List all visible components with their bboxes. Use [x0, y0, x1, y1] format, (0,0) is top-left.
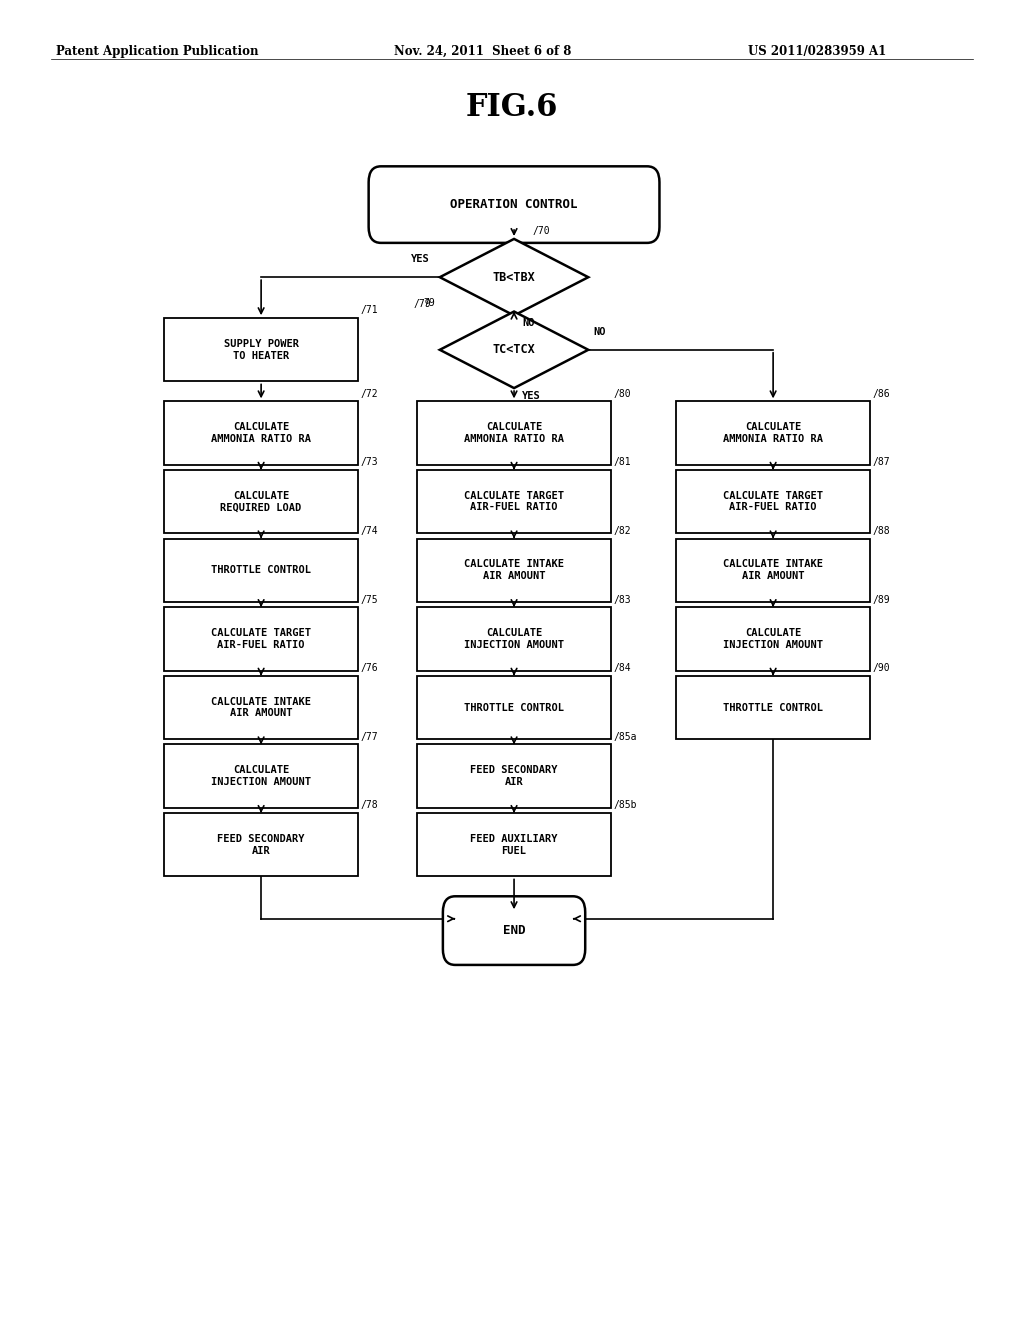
- Text: /76: /76: [360, 663, 378, 673]
- Text: CALCULATE
AMMONIA RATIO RA: CALCULATE AMMONIA RATIO RA: [723, 422, 823, 444]
- Text: FEED AUXILIARY
FUEL: FEED AUXILIARY FUEL: [470, 834, 558, 855]
- Text: CALCULATE
AMMONIA RATIO RA: CALCULATE AMMONIA RATIO RA: [211, 422, 311, 444]
- Text: FEED SECONDARY
AIR: FEED SECONDARY AIR: [217, 834, 305, 855]
- Text: SUPPLY POWER
TO HEATER: SUPPLY POWER TO HEATER: [223, 339, 299, 360]
- Text: /74: /74: [360, 525, 378, 536]
- FancyBboxPatch shape: [417, 813, 611, 876]
- Text: YES: YES: [522, 391, 541, 401]
- Text: Nov. 24, 2011  Sheet 6 of 8: Nov. 24, 2011 Sheet 6 of 8: [394, 45, 571, 58]
- FancyBboxPatch shape: [676, 607, 870, 671]
- Text: /72: /72: [360, 388, 378, 399]
- Text: CALCULATE TARGET
AIR-FUEL RATIO: CALCULATE TARGET AIR-FUEL RATIO: [464, 491, 564, 512]
- Text: /79: /79: [414, 298, 432, 309]
- Text: CALCULATE INTAKE
AIR AMOUNT: CALCULATE INTAKE AIR AMOUNT: [464, 560, 564, 581]
- Text: /78: /78: [360, 800, 378, 810]
- Text: THROTTLE CONTROL: THROTTLE CONTROL: [723, 702, 823, 713]
- FancyBboxPatch shape: [417, 744, 611, 808]
- Text: /85b: /85b: [613, 800, 637, 810]
- FancyBboxPatch shape: [164, 470, 358, 533]
- Text: /81: /81: [613, 457, 631, 467]
- FancyBboxPatch shape: [417, 676, 611, 739]
- Text: CALCULATE INTAKE
AIR AMOUNT: CALCULATE INTAKE AIR AMOUNT: [723, 560, 823, 581]
- Text: /82: /82: [613, 525, 631, 536]
- Text: /75: /75: [360, 594, 378, 605]
- Text: FEED SECONDARY
AIR: FEED SECONDARY AIR: [470, 766, 558, 787]
- Text: NO: NO: [522, 318, 535, 329]
- Text: END: END: [503, 924, 525, 937]
- Text: FIG.6: FIG.6: [466, 92, 558, 123]
- Text: THROTTLE CONTROL: THROTTLE CONTROL: [211, 565, 311, 576]
- Text: TC<TCX: TC<TCX: [493, 343, 536, 356]
- FancyBboxPatch shape: [164, 813, 358, 876]
- Text: CALCULATE
INJECTION AMOUNT: CALCULATE INJECTION AMOUNT: [211, 766, 311, 787]
- FancyBboxPatch shape: [164, 607, 358, 671]
- Text: /80: /80: [613, 388, 631, 399]
- FancyBboxPatch shape: [676, 401, 870, 465]
- Polygon shape: [440, 239, 588, 315]
- FancyBboxPatch shape: [676, 676, 870, 739]
- Text: /84: /84: [613, 663, 631, 673]
- Text: /83: /83: [613, 594, 631, 605]
- FancyBboxPatch shape: [164, 539, 358, 602]
- FancyBboxPatch shape: [417, 539, 611, 602]
- Text: CALCULATE TARGET
AIR-FUEL RATIO: CALCULATE TARGET AIR-FUEL RATIO: [211, 628, 311, 649]
- Text: CALCULATE
AMMONIA RATIO RA: CALCULATE AMMONIA RATIO RA: [464, 422, 564, 444]
- Text: CALCULATE
INJECTION AMOUNT: CALCULATE INJECTION AMOUNT: [464, 628, 564, 649]
- Text: 79: 79: [423, 297, 434, 308]
- Text: /86: /86: [872, 388, 890, 399]
- Text: Patent Application Publication: Patent Application Publication: [56, 45, 259, 58]
- FancyBboxPatch shape: [164, 744, 358, 808]
- Text: /85a: /85a: [613, 731, 637, 742]
- Text: /70: /70: [532, 226, 550, 236]
- Text: /89: /89: [872, 594, 890, 605]
- FancyBboxPatch shape: [164, 401, 358, 465]
- Polygon shape: [440, 312, 588, 388]
- FancyBboxPatch shape: [676, 470, 870, 533]
- Text: /87: /87: [872, 457, 890, 467]
- FancyBboxPatch shape: [676, 539, 870, 602]
- Text: /73: /73: [360, 457, 378, 467]
- Text: /71: /71: [360, 305, 378, 315]
- Text: YES: YES: [411, 253, 430, 264]
- Text: TB<TBX: TB<TBX: [493, 271, 536, 284]
- FancyBboxPatch shape: [417, 607, 611, 671]
- FancyBboxPatch shape: [417, 401, 611, 465]
- Text: NO: NO: [594, 326, 606, 337]
- Text: /90: /90: [872, 663, 890, 673]
- Text: OPERATION CONTROL: OPERATION CONTROL: [451, 198, 578, 211]
- Text: US 2011/0283959 A1: US 2011/0283959 A1: [748, 45, 886, 58]
- Text: /77: /77: [360, 731, 378, 742]
- FancyBboxPatch shape: [442, 896, 586, 965]
- FancyBboxPatch shape: [164, 318, 358, 381]
- Text: CALCULATE
REQUIRED LOAD: CALCULATE REQUIRED LOAD: [220, 491, 302, 512]
- Text: THROTTLE CONTROL: THROTTLE CONTROL: [464, 702, 564, 713]
- Text: CALCULATE INTAKE
AIR AMOUNT: CALCULATE INTAKE AIR AMOUNT: [211, 697, 311, 718]
- Text: CALCULATE
INJECTION AMOUNT: CALCULATE INJECTION AMOUNT: [723, 628, 823, 649]
- FancyBboxPatch shape: [417, 470, 611, 533]
- FancyBboxPatch shape: [164, 676, 358, 739]
- Text: CALCULATE TARGET
AIR-FUEL RATIO: CALCULATE TARGET AIR-FUEL RATIO: [723, 491, 823, 512]
- FancyBboxPatch shape: [369, 166, 659, 243]
- Text: /88: /88: [872, 525, 890, 536]
